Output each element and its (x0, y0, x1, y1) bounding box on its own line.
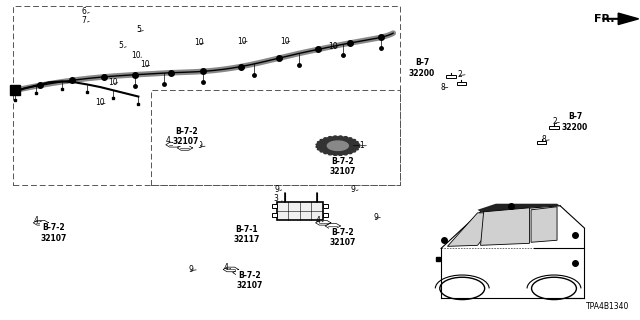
Text: B-7-2
32107: B-7-2 32107 (329, 228, 355, 247)
Polygon shape (327, 141, 348, 150)
Polygon shape (481, 208, 529, 245)
Text: B-7-2
32107: B-7-2 32107 (237, 271, 263, 290)
Bar (276, 202, 323, 220)
Text: B-7-2
32107: B-7-2 32107 (40, 223, 67, 243)
Text: B-7-2
32107: B-7-2 32107 (173, 126, 200, 146)
Text: 3: 3 (273, 194, 278, 203)
Text: 4: 4 (316, 216, 321, 225)
Text: 4: 4 (34, 216, 39, 225)
Text: 10: 10 (140, 60, 150, 69)
Text: 4: 4 (223, 263, 228, 272)
Bar (13, 6, 399, 185)
Text: 9: 9 (189, 265, 194, 274)
Text: 10: 10 (108, 78, 118, 87)
Text: 9: 9 (274, 185, 279, 194)
Bar (548, 126, 559, 129)
Polygon shape (316, 220, 331, 225)
Text: 10: 10 (132, 52, 141, 60)
Text: 2: 2 (458, 70, 463, 79)
Text: B-7
32200: B-7 32200 (409, 58, 435, 78)
Bar (457, 82, 466, 84)
Text: 10: 10 (280, 36, 290, 45)
Text: 9: 9 (373, 212, 378, 222)
Text: 9: 9 (198, 141, 203, 150)
Bar (323, 213, 328, 217)
Text: 7: 7 (82, 16, 86, 25)
Polygon shape (166, 142, 181, 147)
Text: 2: 2 (552, 117, 557, 126)
Text: B-7-2
32107: B-7-2 32107 (329, 157, 355, 176)
Bar (151, 90, 399, 185)
Text: 6: 6 (82, 7, 86, 16)
Text: FR.: FR. (594, 14, 614, 24)
Bar (323, 204, 328, 208)
Polygon shape (223, 267, 239, 272)
Text: 9: 9 (60, 235, 65, 244)
Polygon shape (33, 220, 49, 225)
Text: 8: 8 (440, 83, 445, 92)
Polygon shape (44, 224, 59, 228)
Polygon shape (233, 270, 248, 275)
Bar (271, 204, 276, 208)
Bar (538, 141, 546, 144)
Text: 5: 5 (136, 25, 141, 35)
Text: B-7
32200: B-7 32200 (562, 112, 588, 132)
Text: 8: 8 (542, 135, 547, 144)
Text: 10: 10 (95, 99, 105, 108)
Polygon shape (177, 146, 193, 150)
Bar (271, 213, 276, 217)
Text: 10: 10 (237, 36, 247, 45)
Text: B-7-1
32117: B-7-1 32117 (234, 225, 260, 244)
Text: 4: 4 (166, 136, 171, 146)
Text: 5: 5 (119, 41, 124, 50)
Polygon shape (325, 224, 340, 228)
Polygon shape (447, 213, 504, 246)
Polygon shape (618, 13, 639, 25)
Text: 10: 10 (328, 42, 337, 51)
Polygon shape (316, 136, 360, 156)
Polygon shape (531, 207, 557, 242)
Text: TPA4B1340: TPA4B1340 (586, 302, 629, 311)
Text: 10: 10 (194, 38, 204, 47)
Text: 9: 9 (351, 185, 356, 194)
Polygon shape (477, 204, 560, 212)
Bar (445, 76, 456, 78)
Text: 1: 1 (359, 141, 364, 150)
